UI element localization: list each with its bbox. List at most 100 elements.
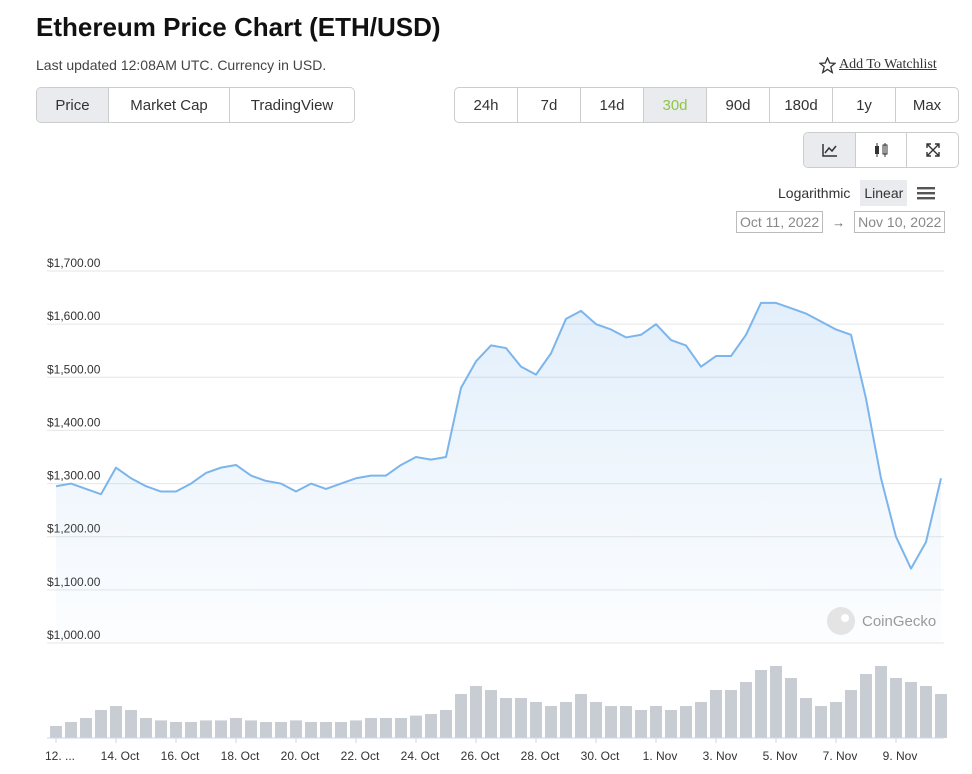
- volume-bar: [545, 706, 557, 738]
- volume-bar: [905, 682, 917, 738]
- volume-bar: [845, 690, 857, 738]
- volume-bar: [125, 710, 137, 738]
- x-tick-label: 16. Oct: [161, 749, 200, 763]
- watchlist-link[interactable]: Add To Watchlist: [839, 57, 937, 72]
- volume-bar: [245, 720, 257, 738]
- y-tick-label: $1,600.00: [47, 309, 101, 323]
- y-tick-label: $1,500.00: [47, 362, 101, 376]
- scale-toggle: Logarithmic Linear: [778, 180, 936, 206]
- star-icon[interactable]: [819, 57, 836, 74]
- volume-bar: [560, 702, 572, 738]
- volume-bar: [605, 706, 617, 738]
- candle-button[interactable]: [856, 133, 907, 167]
- x-tick-label: 18. Oct: [221, 749, 260, 763]
- x-tick-label: 24. Oct: [401, 749, 440, 763]
- watermark-text: CoinGecko: [862, 613, 936, 630]
- volume-bar: [290, 720, 302, 738]
- volume-bar: [275, 722, 287, 738]
- volume-bar: [740, 682, 752, 738]
- volume-bar: [785, 678, 797, 738]
- range-button[interactable]: 7d: [518, 88, 581, 122]
- expand-icon: [925, 143, 940, 157]
- volume-bar: [725, 690, 737, 738]
- volume-bar: [680, 706, 692, 738]
- x-tick-label: 28. Oct: [521, 749, 560, 763]
- x-tick-label: 14. Oct: [101, 749, 140, 763]
- volume-bar: [815, 706, 827, 738]
- volume-bar: [170, 722, 182, 738]
- x-tick-label: 5. Nov: [763, 749, 798, 763]
- x-tick-label: 1. Nov: [643, 749, 678, 763]
- range-button[interactable]: 14d: [581, 88, 644, 122]
- volume-bar: [485, 690, 497, 738]
- volume-bar: [425, 714, 437, 738]
- volume-bar: [215, 720, 227, 738]
- volume-bar: [320, 722, 332, 738]
- tab[interactable]: TradingView: [250, 96, 334, 114]
- volume-bar: [260, 722, 272, 738]
- volume-bar: [935, 694, 947, 738]
- volume-bar: [890, 678, 902, 738]
- line-icon: [821, 144, 837, 157]
- volume-bar: [830, 702, 842, 738]
- range-button[interactable]: 30d: [644, 88, 707, 122]
- range-button[interactable]: 180d: [770, 88, 833, 122]
- volume-bar: [350, 720, 362, 738]
- menu-icon[interactable]: [917, 186, 936, 200]
- range-button[interactable]: 90d: [707, 88, 770, 122]
- range-button[interactable]: Max: [912, 96, 942, 114]
- subtitle: Last updated 12:08AM UTC. Currency in US…: [36, 57, 327, 73]
- fullscreen-button[interactable]: [907, 133, 958, 167]
- range-button[interactable]: 1y: [833, 88, 896, 122]
- volume-bar: [305, 722, 317, 738]
- volume-bar: [455, 694, 467, 738]
- volume-bar: [230, 718, 242, 738]
- volume-bar: [470, 686, 482, 738]
- tab[interactable]: Price: [37, 88, 109, 122]
- y-tick-label: $1,400.00: [47, 415, 101, 429]
- y-tick-label: $1,300.00: [47, 469, 101, 483]
- volume-bar: [80, 718, 92, 738]
- volume-bar: [515, 698, 527, 738]
- watermark: CoinGecko: [827, 607, 936, 635]
- x-tick-label: 22. Oct: [341, 749, 380, 763]
- range-button[interactable]: 24h: [455, 88, 518, 122]
- scale-option[interactable]: Linear: [860, 180, 908, 206]
- volume-bar: [500, 698, 512, 738]
- volume-bar: [635, 710, 647, 738]
- volume-bar: [110, 706, 122, 738]
- range-group: 24h 7d 14d 30d 90d 180d 1y Max: [454, 87, 959, 123]
- volume-bar: [860, 674, 872, 738]
- line-button[interactable]: [804, 133, 856, 167]
- volume-bar: [665, 710, 677, 738]
- volume-bar: [395, 718, 407, 738]
- x-tick-label: 9. Nov: [883, 749, 918, 763]
- title: Ethereum Price Chart (ETH/USD): [36, 12, 441, 42]
- volume-bar: [620, 706, 632, 738]
- volume-bar: [920, 686, 932, 738]
- volume-bar: [800, 698, 812, 738]
- volume-bar: [185, 722, 197, 738]
- x-tick-label: 12. ...: [45, 749, 75, 763]
- price-line: [55, 301, 942, 570]
- volume-bar: [440, 710, 452, 738]
- price-area: [56, 302, 941, 643]
- volume-bar: [695, 702, 707, 738]
- scale-option[interactable]: Logarithmic: [778, 185, 851, 201]
- date-to[interactable]: Nov 10, 2022: [854, 211, 946, 233]
- volume-bar: [770, 666, 782, 738]
- tab[interactable]: Market Cap: [109, 88, 230, 122]
- date-range: Oct 11, 2022 → Nov 10, 2022: [736, 211, 946, 233]
- date-arrow: →: [832, 214, 846, 230]
- x-tick-label: 26. Oct: [461, 749, 500, 763]
- candle-icon: [875, 143, 888, 157]
- volume-bar: [530, 702, 542, 738]
- date-from[interactable]: Oct 11, 2022: [736, 211, 824, 233]
- volume-bar: [335, 722, 347, 738]
- volume-bar: [95, 710, 107, 738]
- volume-bar: [380, 718, 392, 738]
- volume-bar: [410, 715, 422, 738]
- x-tick-label: 30. Oct: [581, 749, 620, 763]
